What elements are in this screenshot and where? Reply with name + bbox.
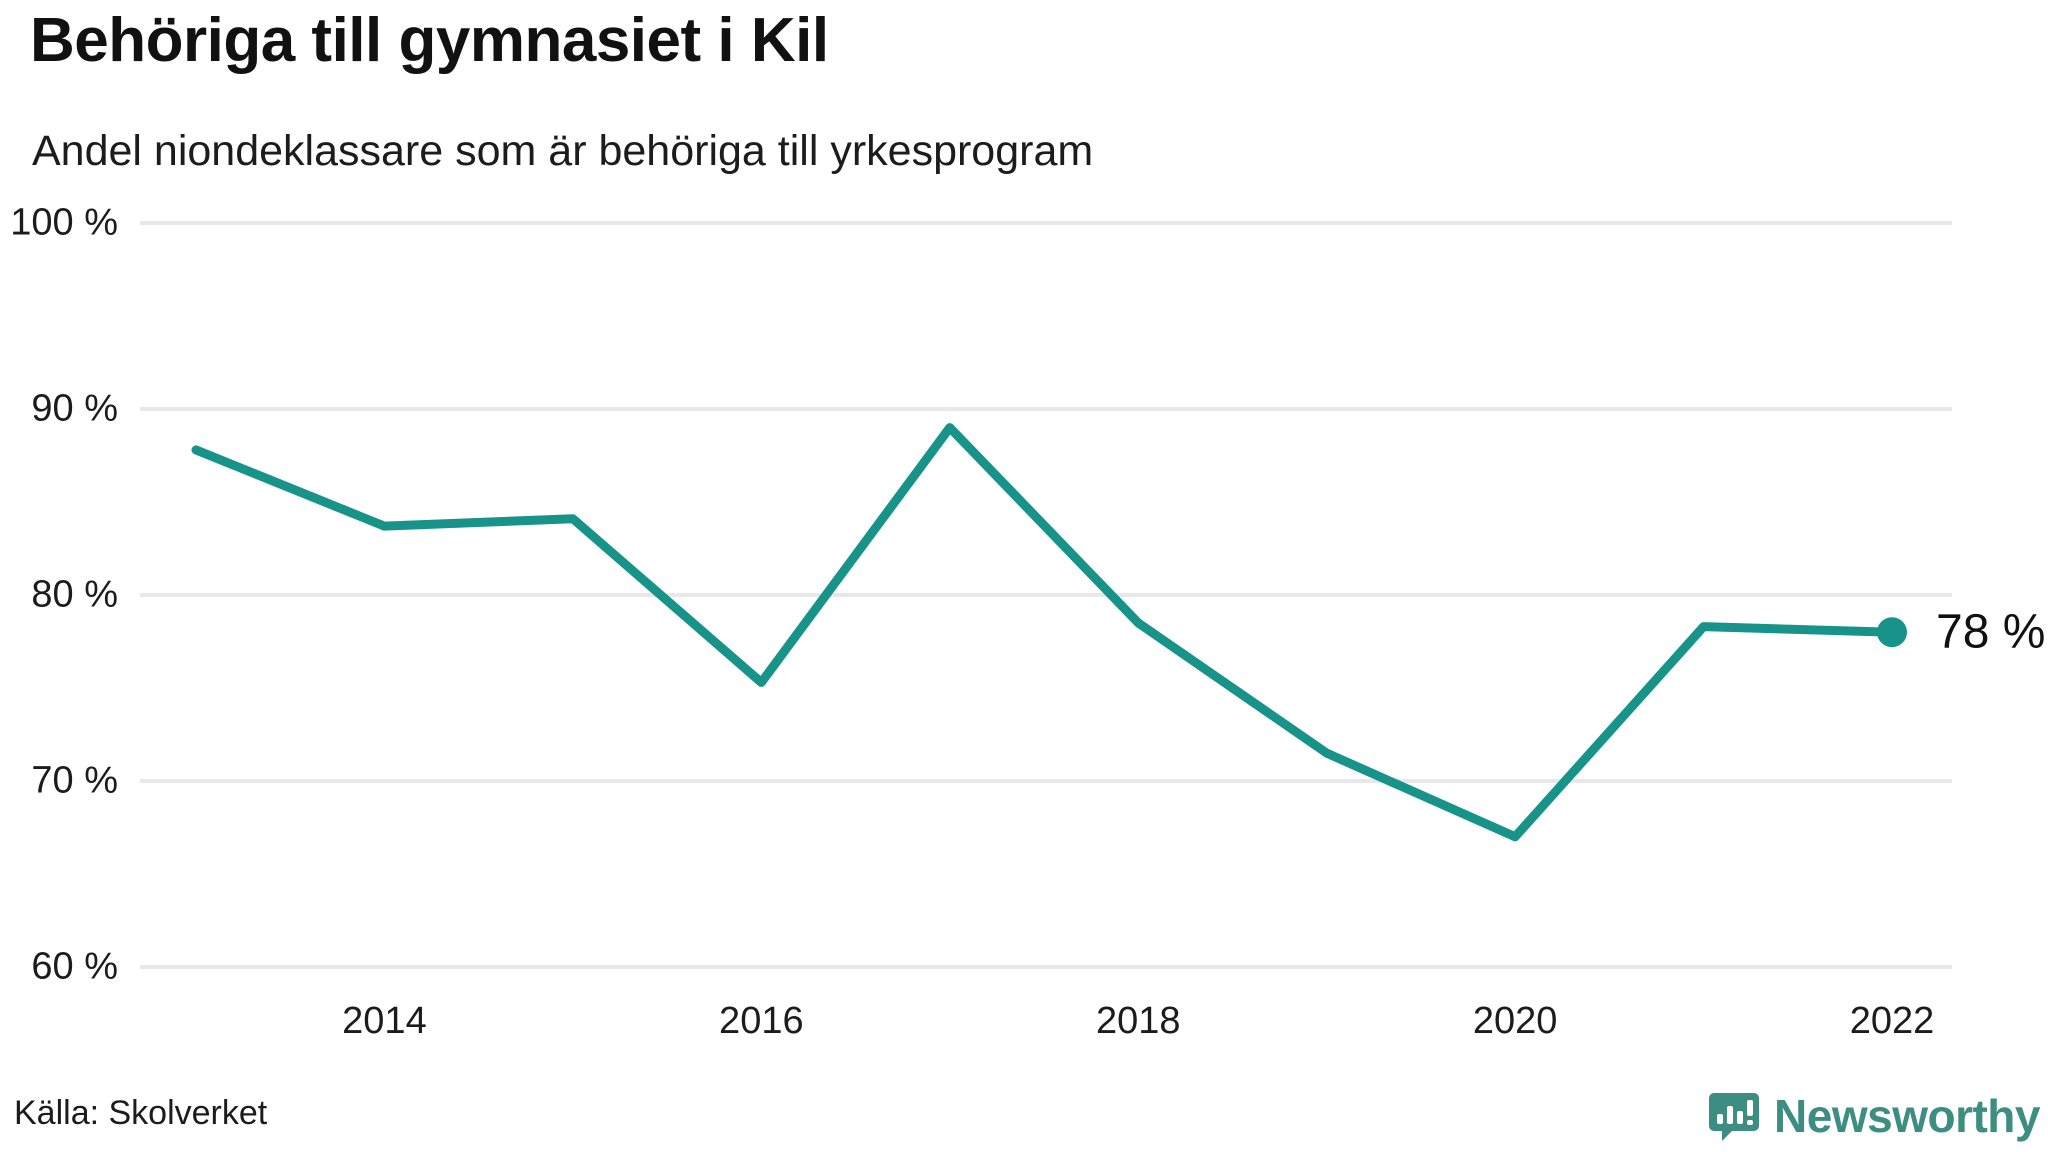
x-tick-label-2018: 2018 <box>1095 1000 1181 1042</box>
x-tick-label-2014: 2014 <box>342 1000 427 1042</box>
last-point-marker <box>1877 617 1907 648</box>
last-value-label: 78 % <box>1936 605 2046 659</box>
y-tick-label-60: 60 % <box>31 945 118 988</box>
gridline-80 <box>140 593 1952 597</box>
bar-chart-speech-bubble-icon <box>1708 1090 1760 1142</box>
chart-subtitle: Andel niondeklassare som är behöriga til… <box>32 127 1094 175</box>
y-tick-label-90: 90 % <box>31 387 118 430</box>
gridline-70 <box>140 779 1952 783</box>
x-tick-label-2020: 2020 <box>1472 1000 1558 1042</box>
page-title: Behöriga till gymnasiet i Kil <box>30 6 829 75</box>
gridline-60 <box>140 965 1952 969</box>
gridline-100 <box>140 221 1952 225</box>
source-note: Källa: Skolverket <box>14 1094 268 1132</box>
x-tick-label-2022: 2022 <box>1849 1000 1935 1042</box>
y-tick-label-100: 100 % <box>10 201 118 244</box>
series-line-path <box>191 423 1897 842</box>
newsworthy-wordmark: Newsworthy <box>1774 1090 2040 1142</box>
x-tick-label-2016: 2016 <box>719 1000 804 1042</box>
newsworthy-logo: Newsworthy <box>1708 1090 2040 1142</box>
y-tick-label-70: 70 % <box>31 759 118 802</box>
gridline-90 <box>140 407 1952 411</box>
y-tick-label-80: 80 % <box>31 573 118 616</box>
